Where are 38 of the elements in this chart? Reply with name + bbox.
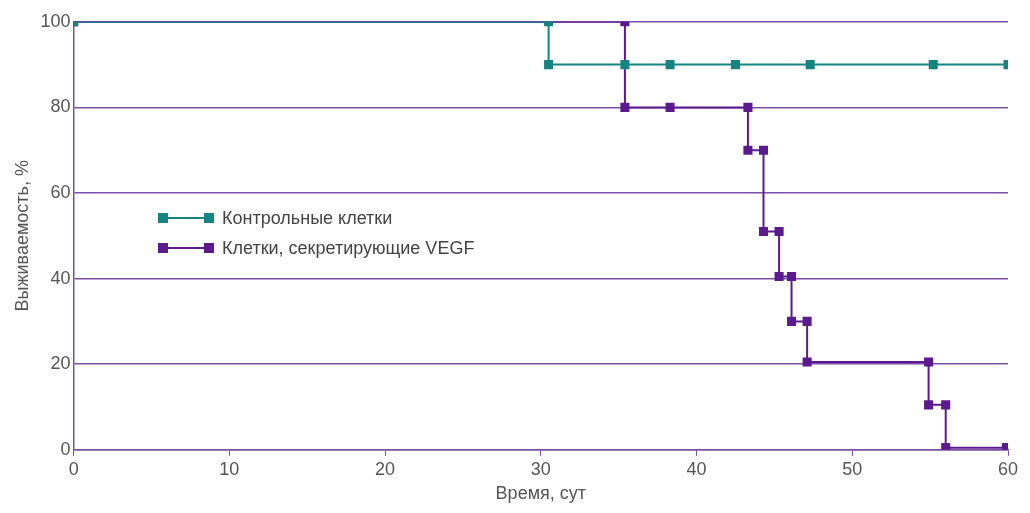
- point: [774, 226, 784, 237]
- point: [924, 400, 934, 410]
- y-tick-label: 40: [50, 267, 71, 288]
- point: [941, 400, 951, 410]
- y-axis-title: Выживаемость, %: [11, 160, 32, 312]
- y-tick-label: 100: [40, 10, 71, 31]
- point: [928, 60, 938, 70]
- x-tick-label: 40: [686, 458, 707, 479]
- y-tick-label: 0: [60, 438, 71, 459]
- point: [941, 443, 951, 450]
- x-tick-label: 50: [842, 458, 863, 479]
- legend-label: Контрольные клетки: [222, 207, 393, 230]
- point: [805, 60, 815, 70]
- point: [774, 271, 784, 281]
- x-tick-label: 30: [530, 458, 551, 479]
- point: [758, 226, 769, 237]
- point: [544, 60, 554, 70]
- x-tick-label: 60: [997, 458, 1019, 479]
- x-axis-title: Время, сут: [495, 483, 587, 504]
- legend-label: Клетки, секретирующие VEGF: [222, 237, 475, 260]
- point: [743, 102, 753, 112]
- point: [730, 60, 741, 70]
- point: [665, 102, 675, 112]
- point: [787, 316, 797, 326]
- point: [802, 357, 812, 367]
- x-tick-label: 20: [375, 458, 396, 479]
- point: [620, 60, 630, 70]
- y-tick-label: 80: [50, 96, 71, 117]
- point: [787, 271, 797, 281]
- point: [665, 60, 675, 70]
- point: [620, 102, 630, 112]
- y-tick-label: 60: [50, 181, 71, 202]
- point: [743, 145, 753, 155]
- point: [758, 145, 769, 155]
- point: [924, 357, 934, 367]
- point: [802, 316, 812, 326]
- y-tick-label: 20: [50, 353, 71, 374]
- x-tick-label: 10: [219, 458, 240, 479]
